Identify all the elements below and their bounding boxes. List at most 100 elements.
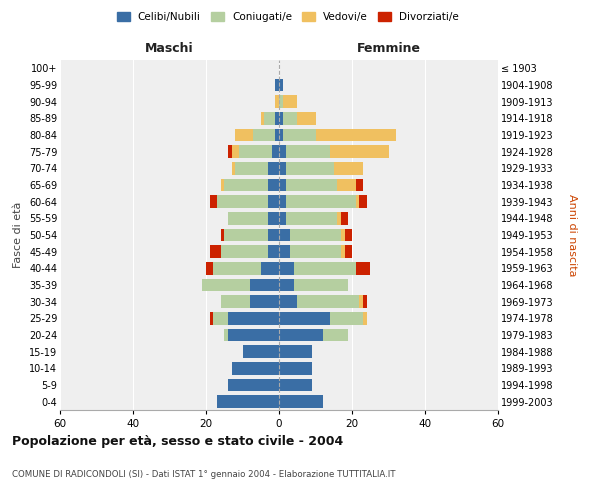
Bar: [286, 196, 356, 208]
Bar: [286, 179, 337, 192]
Bar: [272, 146, 279, 158]
Bar: [268, 196, 279, 208]
Legend: Celibi/Nubili, Coniugati/e, Vedovi/e, Divorziati/e: Celibi/Nubili, Coniugati/e, Vedovi/e, Di…: [113, 8, 463, 26]
Bar: [279, 112, 283, 124]
Bar: [279, 162, 286, 174]
Bar: [228, 329, 279, 341]
Bar: [344, 229, 352, 241]
Bar: [337, 212, 341, 224]
Bar: [275, 96, 279, 108]
Bar: [275, 79, 279, 92]
Bar: [279, 79, 283, 92]
Bar: [224, 179, 268, 192]
Bar: [268, 246, 279, 258]
Y-axis label: Fasce di età: Fasce di età: [13, 202, 23, 268]
Bar: [279, 296, 297, 308]
Bar: [283, 112, 297, 124]
Bar: [275, 129, 279, 141]
Bar: [279, 229, 290, 241]
Bar: [290, 229, 341, 241]
Bar: [209, 312, 214, 324]
Bar: [359, 296, 363, 308]
Bar: [341, 212, 349, 224]
Bar: [283, 96, 297, 108]
Bar: [279, 262, 293, 274]
Bar: [356, 179, 363, 192]
Bar: [221, 229, 224, 241]
Bar: [235, 162, 268, 174]
Text: Popolazione per età, sesso e stato civile - 2004: Popolazione per età, sesso e stato civil…: [12, 435, 343, 448]
Bar: [228, 212, 268, 224]
Bar: [228, 312, 279, 324]
Bar: [228, 146, 232, 158]
Bar: [232, 162, 235, 174]
Bar: [239, 146, 272, 158]
Bar: [359, 196, 367, 208]
Bar: [209, 196, 217, 208]
Bar: [235, 129, 253, 141]
Bar: [356, 196, 359, 208]
Bar: [279, 362, 312, 374]
Bar: [224, 229, 268, 241]
Bar: [279, 379, 312, 391]
Bar: [265, 112, 275, 124]
Bar: [330, 312, 363, 324]
Bar: [268, 229, 279, 241]
Bar: [224, 329, 228, 341]
Bar: [221, 296, 250, 308]
Bar: [279, 129, 283, 141]
Bar: [293, 279, 349, 291]
Bar: [323, 329, 349, 341]
Bar: [341, 246, 344, 258]
Bar: [363, 296, 367, 308]
Bar: [283, 129, 316, 141]
Bar: [250, 296, 279, 308]
Bar: [268, 179, 279, 192]
Bar: [214, 262, 261, 274]
Text: Maschi: Maschi: [145, 42, 194, 55]
Bar: [261, 262, 279, 274]
Bar: [221, 179, 224, 192]
Bar: [297, 112, 316, 124]
Bar: [316, 129, 396, 141]
Bar: [279, 396, 323, 408]
Bar: [334, 162, 363, 174]
Bar: [217, 396, 279, 408]
Bar: [286, 162, 334, 174]
Bar: [279, 279, 293, 291]
Bar: [293, 262, 356, 274]
Bar: [268, 212, 279, 224]
Text: Femmine: Femmine: [356, 42, 421, 55]
Bar: [279, 346, 312, 358]
Bar: [261, 112, 265, 124]
Bar: [297, 296, 359, 308]
Text: COMUNE DI RADICONDOLI (SI) - Dati ISTAT 1° gennaio 2004 - Elaborazione TUTTITALI: COMUNE DI RADICONDOLI (SI) - Dati ISTAT …: [12, 470, 395, 479]
Bar: [250, 279, 279, 291]
Bar: [242, 346, 279, 358]
Bar: [217, 196, 268, 208]
Bar: [279, 246, 290, 258]
Bar: [268, 162, 279, 174]
Bar: [286, 212, 337, 224]
Bar: [341, 229, 344, 241]
Bar: [202, 279, 250, 291]
Bar: [279, 96, 283, 108]
Y-axis label: Anni di nascita: Anni di nascita: [568, 194, 577, 276]
Bar: [209, 246, 221, 258]
Bar: [286, 146, 330, 158]
Bar: [214, 312, 228, 324]
Bar: [221, 246, 268, 258]
Bar: [279, 212, 286, 224]
Bar: [228, 379, 279, 391]
Bar: [275, 112, 279, 124]
Bar: [344, 246, 352, 258]
Bar: [337, 179, 356, 192]
Bar: [279, 196, 286, 208]
Bar: [330, 146, 389, 158]
Bar: [206, 262, 214, 274]
Bar: [232, 362, 279, 374]
Bar: [279, 329, 323, 341]
Bar: [279, 146, 286, 158]
Bar: [363, 312, 367, 324]
Bar: [253, 129, 275, 141]
